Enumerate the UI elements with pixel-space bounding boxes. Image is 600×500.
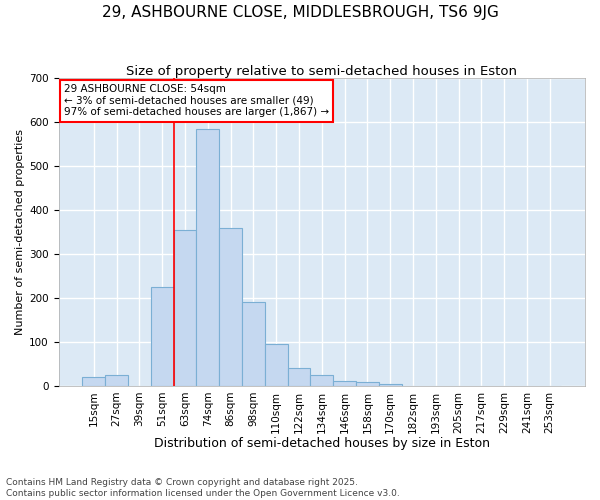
Text: 29, ASHBOURNE CLOSE, MIDDLESBROUGH, TS6 9JG: 29, ASHBOURNE CLOSE, MIDDLESBROUGH, TS6 … — [101, 5, 499, 20]
Text: Contains HM Land Registry data © Crown copyright and database right 2025.
Contai: Contains HM Land Registry data © Crown c… — [6, 478, 400, 498]
Bar — [265, 344, 287, 386]
Y-axis label: Number of semi-detached properties: Number of semi-detached properties — [15, 129, 25, 335]
Bar — [219, 228, 242, 386]
Bar — [242, 302, 265, 386]
Bar — [333, 380, 356, 386]
Bar — [196, 128, 219, 386]
Bar — [379, 384, 401, 386]
Bar — [151, 287, 173, 386]
Bar — [356, 382, 379, 386]
Bar — [287, 368, 310, 386]
Title: Size of property relative to semi-detached houses in Eston: Size of property relative to semi-detach… — [126, 65, 517, 78]
Text: 29 ASHBOURNE CLOSE: 54sqm
← 3% of semi-detached houses are smaller (49)
97% of s: 29 ASHBOURNE CLOSE: 54sqm ← 3% of semi-d… — [64, 84, 329, 117]
Bar — [105, 375, 128, 386]
Bar — [82, 377, 105, 386]
X-axis label: Distribution of semi-detached houses by size in Eston: Distribution of semi-detached houses by … — [154, 437, 490, 450]
Bar — [310, 375, 333, 386]
Bar — [173, 230, 196, 386]
